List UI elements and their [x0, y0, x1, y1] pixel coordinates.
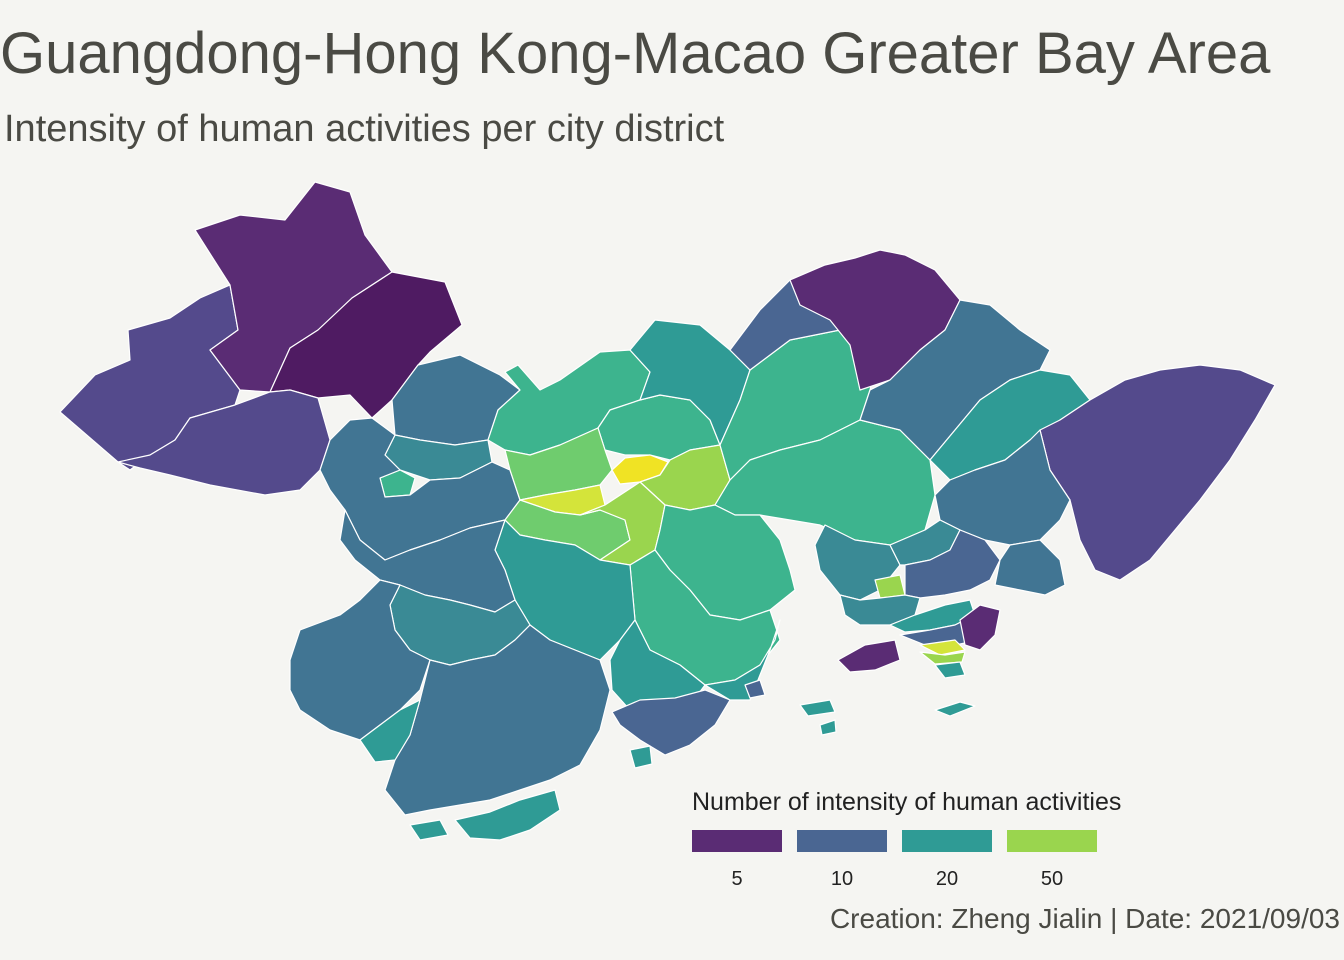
- legend-title: Number of intensity of human activities: [692, 788, 1122, 816]
- district-hailing-island: [409, 819, 449, 841]
- legend-key-10: 10: [797, 830, 887, 900]
- district-kowloon: [919, 639, 966, 656]
- legend-swatch: [1007, 830, 1097, 852]
- district-islet-c: [629, 745, 653, 769]
- legend-label: 20: [935, 868, 959, 890]
- district-jinwan: [611, 689, 731, 756]
- caption: Creation: Zheng Jialin | Date: 2021/09/0…: [829, 903, 1340, 934]
- district-deqing: [117, 389, 331, 496]
- district-baoan: [839, 594, 921, 626]
- district-xinhui-island: [454, 789, 561, 841]
- district-lantau: [837, 639, 901, 673]
- district-islet-a: [799, 699, 836, 717]
- district-islet-b: [934, 701, 976, 717]
- district-dapeng: [994, 539, 1066, 596]
- district-taishan: [384, 624, 611, 816]
- district-islet-d: [819, 719, 837, 736]
- district-hk-island: [919, 651, 966, 665]
- district-kaiping: [289, 579, 431, 741]
- legend-label: 10: [830, 868, 854, 890]
- legend-label: 50: [1040, 868, 1064, 890]
- map-title: Guangdong-Hong Kong-Macao Greater Bay Ar…: [0, 21, 1271, 86]
- district-macau: [744, 679, 766, 699]
- district-enping: [359, 699, 421, 763]
- legend-swatch: [692, 830, 782, 852]
- legend-key-5: 5: [692, 830, 782, 900]
- district-sai-kung: [959, 604, 1001, 651]
- legend-label: 5: [731, 868, 743, 890]
- district-lamma: [934, 661, 966, 679]
- legend-key-20: 20: [902, 830, 992, 900]
- legend-swatch: [797, 830, 887, 852]
- district-baiyun: [504, 427, 613, 501]
- legend-swatch: [902, 830, 992, 852]
- legend-key-50: 50: [1007, 830, 1097, 900]
- district-xiangzhou: [704, 619, 781, 701]
- district-huidong: [1039, 364, 1276, 581]
- map-subtitle: Intensity of human activities per city d…: [4, 108, 725, 150]
